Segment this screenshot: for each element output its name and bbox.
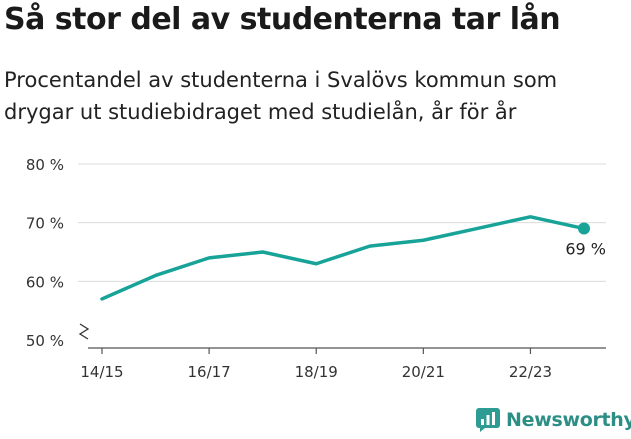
y-tick-label: 80 % bbox=[26, 156, 64, 174]
series-line bbox=[100, 215, 586, 301]
x-tick-label: 14/15 bbox=[80, 363, 123, 381]
y-tick-label: 50 % bbox=[26, 332, 64, 350]
line-chart: 50 % 60 % 70 % 80 % 14/15 16/17 18/19 20/21 22/… bbox=[26, 156, 606, 381]
chart-subtitle: Procentandel av studenterna i Svalövs ko… bbox=[4, 68, 558, 124]
x-tick-label: 16/17 bbox=[187, 363, 230, 381]
x-tick-label: 20/21 bbox=[402, 363, 445, 381]
x-axis: 14/15 16/17 18/19 20/21 22/23 bbox=[78, 323, 606, 381]
y-tick-labels: 50 % 60 % 70 % 80 % bbox=[26, 156, 64, 350]
y-tick-label: 70 % bbox=[26, 215, 64, 233]
x-tick-label: 22/23 bbox=[509, 363, 552, 381]
x-tick-label: 18/19 bbox=[295, 363, 338, 381]
newsworthy-logo: Newsworthy bbox=[476, 408, 631, 432]
chart-title: Så stor del av studenterna tar lån bbox=[4, 2, 561, 37]
newsworthy-logo-icon bbox=[476, 408, 500, 432]
end-value-label: 69 % bbox=[565, 240, 606, 259]
gridlines bbox=[78, 163, 606, 282]
axis-break-mark bbox=[78, 323, 90, 340]
end-point bbox=[578, 222, 590, 235]
brand-name: Newsworthy bbox=[506, 409, 631, 431]
y-tick-label: 60 % bbox=[26, 273, 64, 291]
series-layer: 69 % bbox=[100, 215, 606, 301]
